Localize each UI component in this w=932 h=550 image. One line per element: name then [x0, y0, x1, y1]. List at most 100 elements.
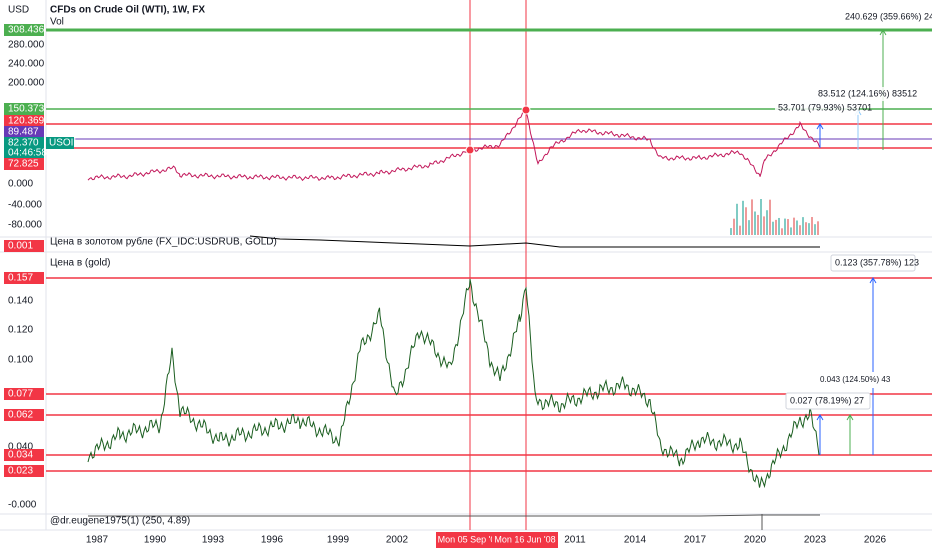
price-tick-label: -80.000	[8, 220, 42, 231]
price-label: 0.157	[8, 273, 33, 284]
currency: USD	[8, 5, 29, 16]
x-axis-label: 2017	[684, 535, 707, 546]
x-axis-label: Mon 05 Sep '05	[438, 534, 501, 544]
ratio-curve	[87, 278, 820, 489]
measure-box	[830, 254, 916, 272]
arrow-head	[879, 29, 887, 36]
volume-bar	[739, 225, 741, 235]
x-axis-label: Mon 16 Jun '08	[494, 534, 555, 544]
volume-bar	[748, 220, 750, 235]
price-label: 89.487	[8, 127, 39, 138]
price-label: 0.034	[8, 450, 33, 461]
mid-curve	[249, 235, 820, 248]
price-tick-label: -40.000	[8, 200, 42, 211]
volume-bar	[802, 217, 804, 235]
x-axis-label: 2026	[864, 535, 887, 546]
x-axis-label: 1993	[202, 535, 225, 546]
symbol-label: USOIL	[49, 138, 79, 149]
measure-box	[815, 87, 899, 101]
price-label: 0.062	[8, 410, 33, 421]
pane-title: Цена в (gold)	[50, 258, 110, 269]
volume-bar	[793, 217, 795, 235]
price-tick-label: 200.000	[8, 78, 45, 89]
x-axis-label: 2020	[744, 535, 767, 546]
volume-bar	[754, 211, 756, 235]
measure-label: 0.043 (124.50%) 43	[820, 375, 891, 384]
measure-box	[842, 10, 932, 24]
measure-label: 0.123 (357.78%) 123	[835, 257, 919, 267]
price-tick-label: 280.000	[8, 40, 45, 51]
price-label-box	[4, 137, 44, 149]
indicator-curve	[88, 514, 820, 517]
arrow-head	[846, 414, 854, 421]
volume-bar	[736, 203, 738, 235]
price-curve	[87, 109, 820, 182]
volume-bar	[799, 225, 801, 235]
price-label: 0.077	[8, 389, 33, 400]
volume-bar	[778, 217, 780, 235]
ratio-tick-label: 0.040	[8, 442, 33, 453]
volume-bar	[790, 227, 792, 235]
price-label: 120.369	[8, 116, 45, 127]
marker	[521, 105, 531, 115]
measure-label: 53.701 (79.93%) 53701	[778, 102, 872, 112]
price-label-box	[4, 388, 44, 400]
price-label: 0.023	[8, 466, 33, 477]
volume-bar	[805, 222, 807, 235]
price-label-box	[4, 126, 44, 138]
measure-box	[775, 101, 859, 115]
chart-title: CFDs on Crude Oil (WTI), 1W, FX	[50, 5, 205, 16]
x-axis-label: 2011	[564, 535, 586, 546]
x-axis-label: 1990	[144, 535, 167, 546]
volume-bar	[730, 228, 732, 235]
x-axis-label: 1996	[261, 535, 284, 546]
price-label: 82.370	[8, 138, 39, 149]
price-label-box	[4, 115, 44, 127]
date-label-box	[492, 532, 558, 548]
volume-bar	[796, 220, 798, 235]
volume-bar	[781, 228, 783, 235]
price-label: 0.001	[8, 241, 33, 252]
volume-bar	[808, 223, 810, 235]
price-label-box	[4, 103, 44, 115]
volume-bar	[751, 199, 753, 235]
volume-bar	[811, 217, 813, 235]
price-tick-label: 0.000	[8, 179, 33, 190]
volume-label: Vol	[50, 17, 64, 28]
volume-bar	[772, 221, 774, 235]
volume-bar	[757, 214, 759, 235]
pane-title: Цена в золотом рубле (FX_IDC:USDRUB, GOL…	[50, 236, 277, 248]
volume-bar	[742, 200, 744, 235]
ratio-tick-label: -0.000	[8, 500, 37, 511]
price-tick-label: 240.000	[8, 59, 45, 70]
price-label-box	[4, 158, 44, 170]
decorations	[87, 29, 887, 530]
measure-label: 0.027 (78.19%) 27	[790, 395, 864, 405]
price-label: 04:46:58	[8, 148, 47, 159]
date-label-box	[436, 532, 502, 548]
volume-bar	[745, 207, 747, 235]
symbol-label-box	[46, 137, 74, 149]
price-label-box	[4, 24, 44, 36]
volume-bar	[787, 219, 789, 235]
price-label-box	[4, 147, 44, 159]
x-axis-label: 2023	[804, 535, 827, 546]
price-label-box	[4, 240, 44, 252]
ratio-tick-label: 0.140	[8, 296, 33, 307]
volume-bar	[733, 218, 735, 235]
measure-box	[816, 372, 894, 388]
indicator-title: @dr.eugene1975(1) (250, 4.89)	[50, 516, 190, 527]
ratio-tick-label: 0.120	[8, 325, 33, 336]
volume-bar	[766, 210, 768, 235]
measure-box	[785, 392, 871, 410]
price-label: 308.436	[8, 25, 45, 36]
price-label-box	[4, 409, 44, 421]
volume-bar	[814, 224, 816, 235]
measure-label: 83.512 (124.16%) 83512	[818, 88, 917, 98]
arrow-head	[816, 414, 824, 421]
volume-bar	[763, 216, 765, 235]
x-axis-label: 1999	[327, 535, 350, 546]
price-label: 150.373	[8, 104, 45, 115]
